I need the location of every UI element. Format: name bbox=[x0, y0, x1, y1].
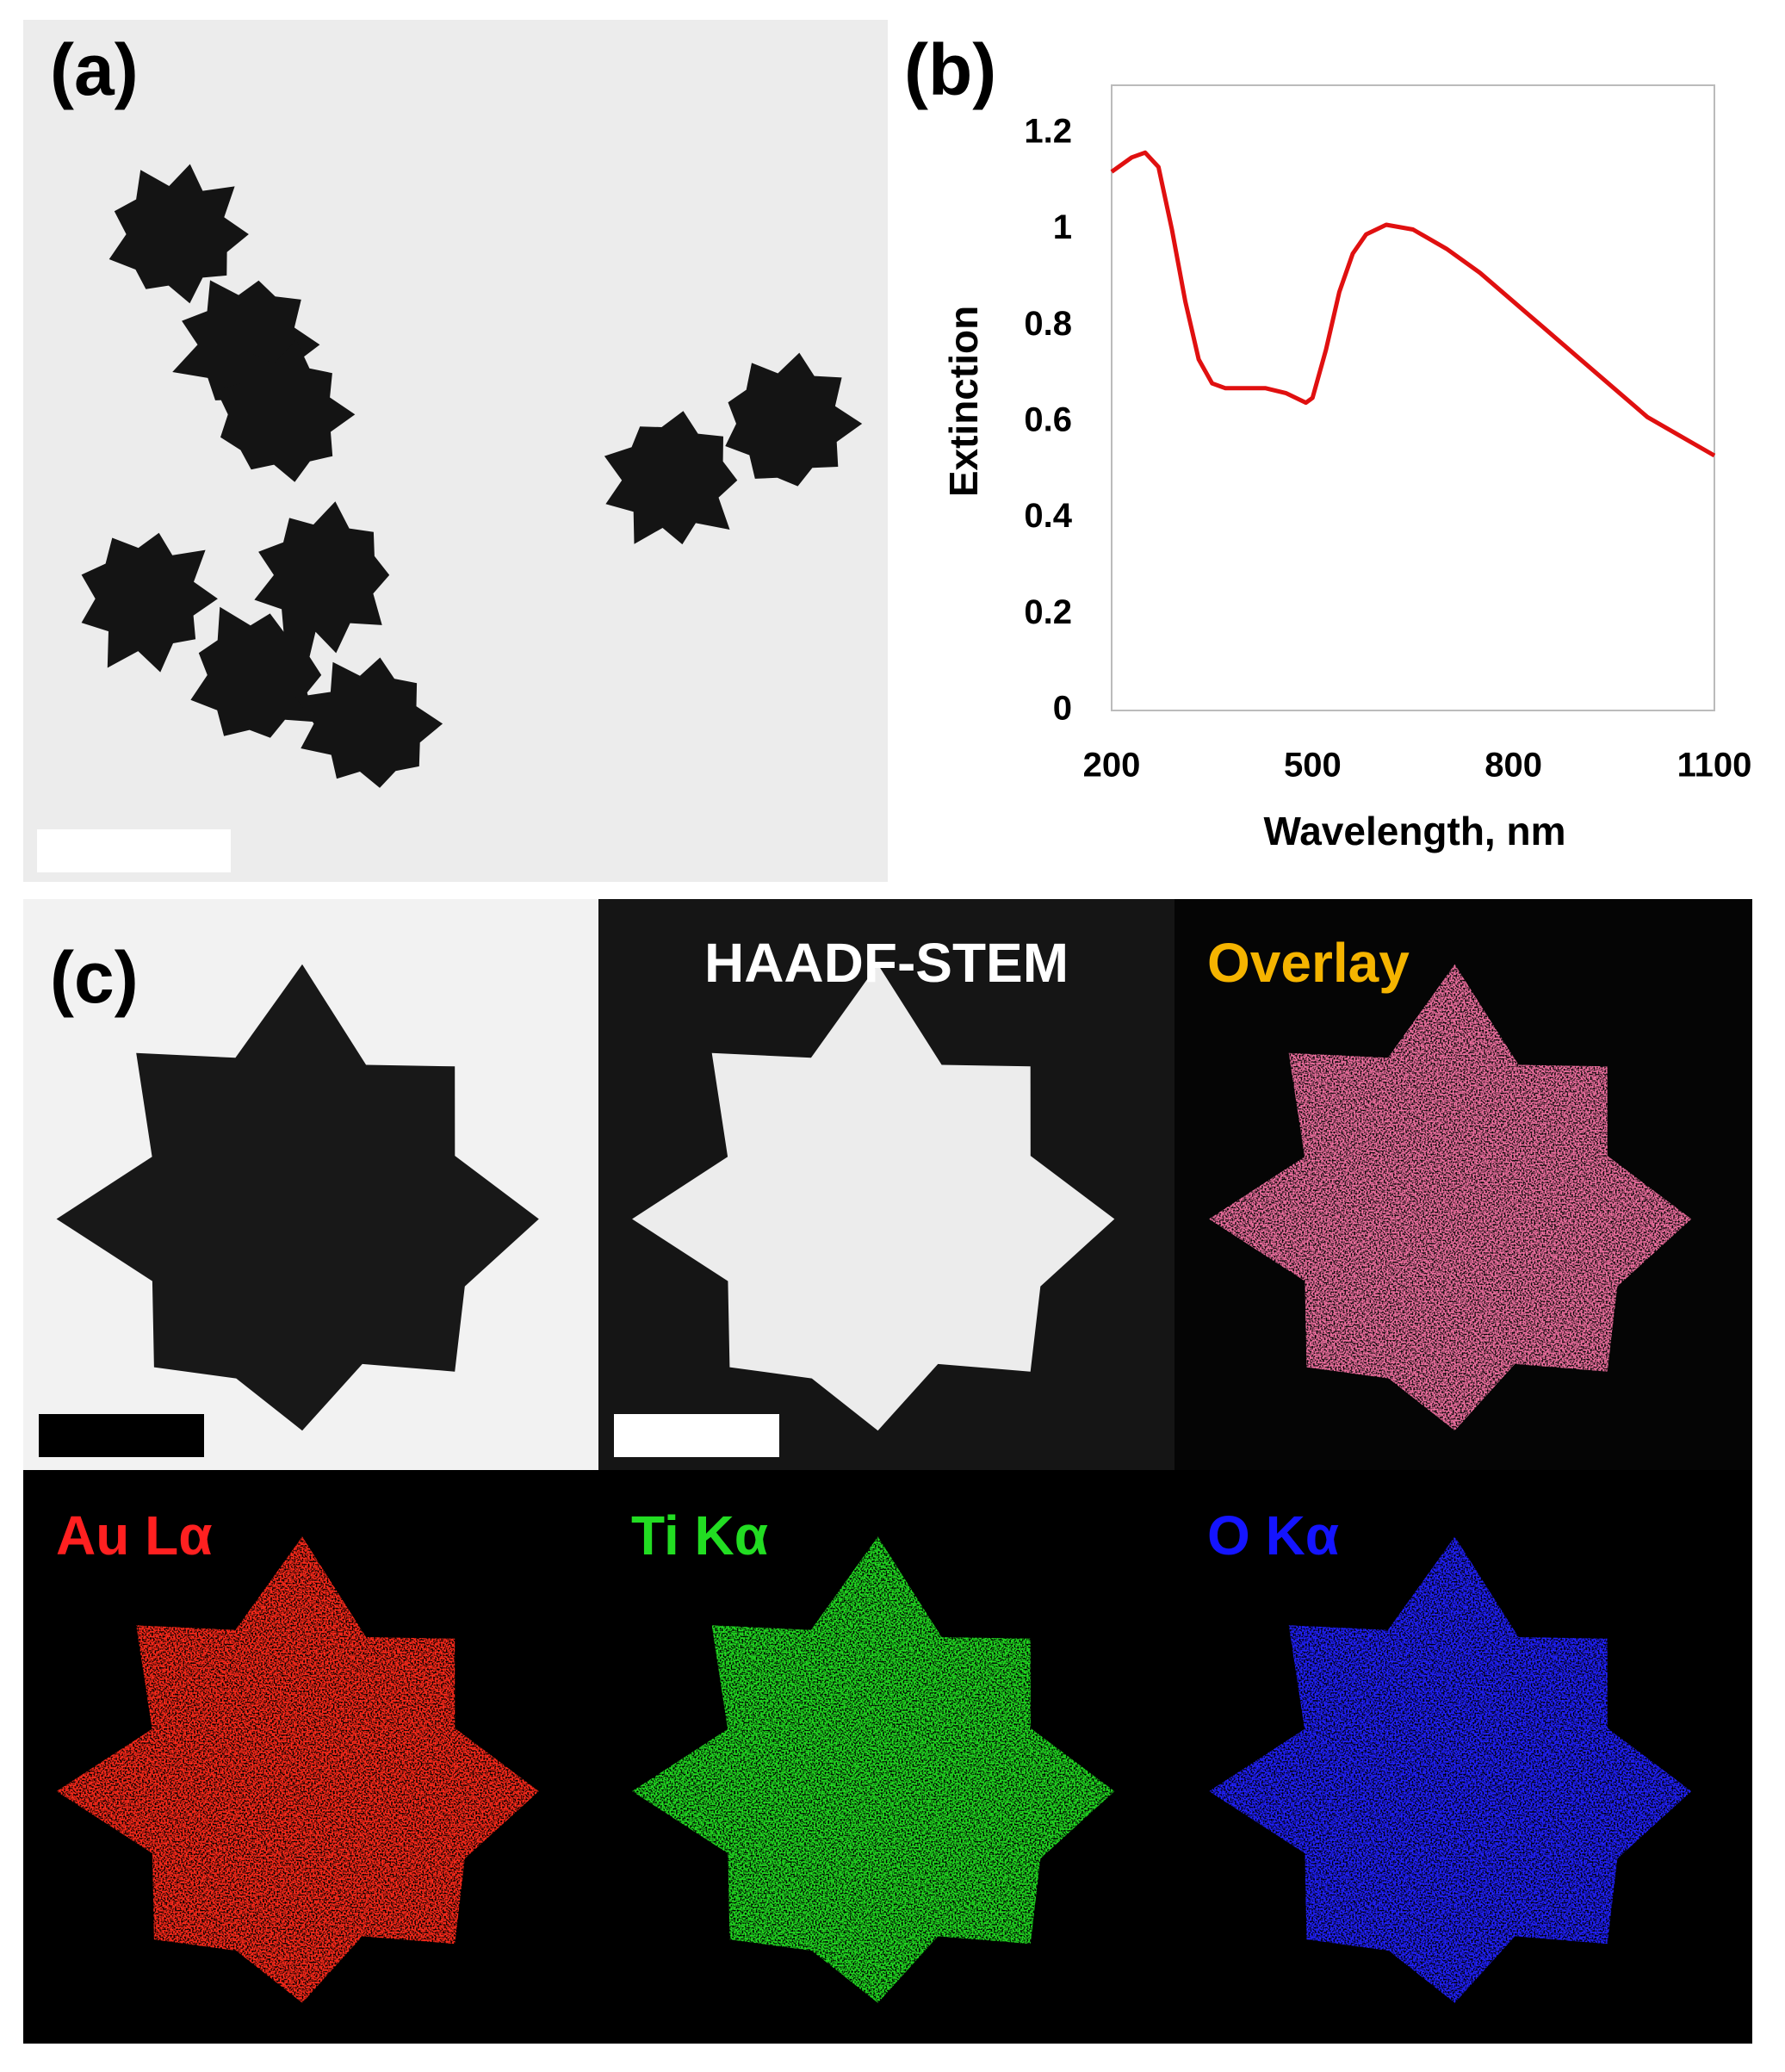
x-tick-label: 200 bbox=[1083, 747, 1141, 785]
particle bbox=[632, 964, 1115, 1431]
nanoparticle bbox=[295, 657, 443, 788]
panel-label: (a) bbox=[50, 29, 139, 110]
scale-bar bbox=[37, 829, 231, 872]
x-tick-label: 800 bbox=[1484, 747, 1542, 785]
y-tick-label: 0.8 bbox=[1024, 305, 1072, 343]
nanoparticle bbox=[254, 501, 390, 654]
particle bbox=[56, 1536, 539, 2003]
x-tick-label: 1100 bbox=[1677, 747, 1752, 785]
particle bbox=[1209, 1536, 1692, 2003]
particle bbox=[56, 964, 539, 1431]
nanoparticle bbox=[81, 532, 218, 673]
y-tick-label: 0.2 bbox=[1024, 593, 1072, 631]
tile-label: Ti Kα bbox=[631, 1504, 768, 1566]
y-tick-label: 0.4 bbox=[1024, 497, 1072, 535]
tile-label: O Kα bbox=[1207, 1504, 1339, 1566]
nanoparticle bbox=[216, 339, 356, 482]
y-axis-label: Extinction bbox=[941, 306, 986, 497]
particle bbox=[632, 1536, 1115, 2003]
y-tick-label: 1 bbox=[1053, 208, 1072, 246]
y-tick-label: 0 bbox=[1053, 690, 1072, 728]
particle bbox=[1209, 964, 1692, 1431]
panel-label: (c) bbox=[50, 937, 139, 1018]
nanoparticle bbox=[725, 352, 863, 487]
plot-frame bbox=[1111, 84, 1715, 711]
nanoparticle bbox=[604, 411, 738, 545]
data-line bbox=[1110, 150, 1716, 458]
y-tick-label: 1.2 bbox=[1024, 112, 1072, 150]
tile-label: HAADF-STEM bbox=[704, 932, 1069, 994]
x-axis-label: Wavelength, nm bbox=[1264, 809, 1566, 853]
x-tick-label: 500 bbox=[1284, 747, 1342, 785]
nanoparticle bbox=[172, 280, 320, 424]
nanoparticle bbox=[108, 164, 249, 304]
tile-label: Au Lα bbox=[56, 1504, 213, 1566]
y-tick-label: 0.6 bbox=[1024, 400, 1072, 438]
panel-label: (b) bbox=[904, 29, 996, 110]
scale-bar bbox=[39, 1414, 204, 1457]
nanoparticle bbox=[190, 606, 322, 738]
tile-label: Overlay bbox=[1207, 932, 1410, 994]
scale-bar bbox=[614, 1414, 779, 1457]
